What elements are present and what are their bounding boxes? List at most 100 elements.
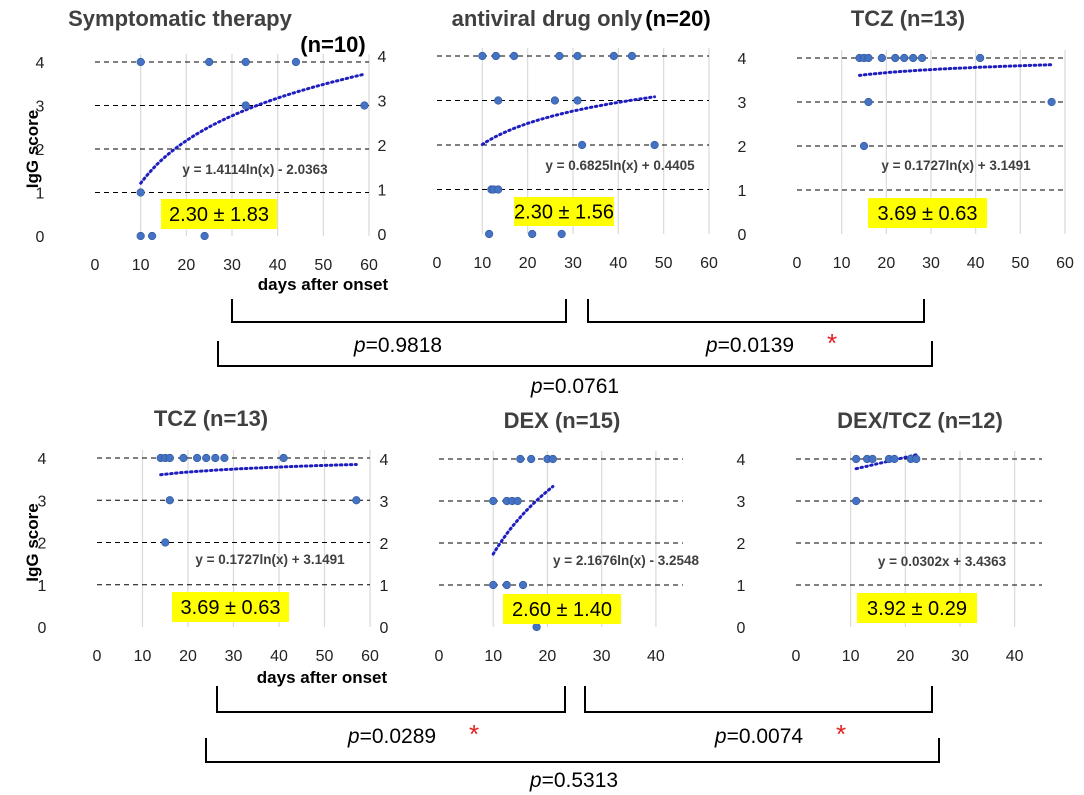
data-point	[489, 496, 498, 506]
x-tick-label: 60	[700, 255, 718, 272]
panel-5: 0 10 20 30 40 0 1 2 3 4 DEX (n=15) y = 2.1676ln(x) …	[380, 408, 700, 665]
y-tick-label: 1	[378, 183, 387, 200]
y-tick-label: 2	[38, 536, 47, 553]
data-point	[976, 53, 985, 63]
data-point	[577, 140, 587, 150]
trend-equation: y = 1.4114ln(x) - 2.0363	[182, 162, 328, 177]
x-tick-label: 20	[877, 255, 895, 272]
data-point	[527, 454, 536, 464]
y-tick-label: 3	[380, 494, 389, 511]
x-tick-label: 10	[484, 648, 502, 665]
panel-title-n: (n=10)	[300, 32, 365, 57]
data-point	[548, 454, 557, 464]
mean-sd-highlight	[161, 199, 277, 229]
panel-2: 0 10 20 30 40 50 60 0 1 2 3 4 antiviral drug only (n=…	[378, 6, 718, 272]
x-tick-label: 40	[270, 648, 288, 665]
mean-sd-label: 2.60 ± 1.40	[512, 599, 612, 621]
x-tick-label: 20	[896, 648, 914, 665]
x-tick-label: 10	[842, 648, 860, 665]
data-point	[852, 496, 861, 506]
trend-line	[139, 72, 366, 185]
data-point	[859, 141, 869, 151]
p-symbol: p	[353, 334, 366, 357]
data-point	[550, 96, 559, 105]
data-point	[179, 453, 188, 463]
x-tick-label: 0	[433, 255, 442, 272]
data-point	[494, 185, 503, 194]
y-tick-label: 3	[738, 95, 747, 112]
data-point	[912, 454, 921, 464]
y-tick-label: 4	[38, 451, 47, 468]
panel-title: Symptomatic therapy	[68, 6, 292, 31]
data-point	[890, 454, 899, 464]
data-point	[909, 53, 918, 63]
p-value: =0.0139	[718, 334, 795, 357]
y-tick-label: 0	[36, 229, 45, 246]
x-tick-label: 20	[539, 648, 557, 665]
bracket	[216, 686, 566, 713]
mean-sd-highlight	[857, 593, 977, 623]
data-point	[291, 57, 301, 67]
x-tick-label: 0	[91, 257, 100, 274]
p-symbol: p	[347, 725, 360, 748]
panel-title: TCZ (n=13)	[154, 406, 268, 431]
p-value-label: p=0.0074	[714, 725, 804, 748]
mean-sd-label: 3.69 ± 0.63	[878, 203, 978, 225]
mean-sd-label: 3.92 ± 0.29	[867, 598, 967, 620]
data-point	[279, 453, 288, 463]
x-tick-label: 20	[519, 255, 537, 272]
bracket	[217, 341, 933, 367]
y-axis-label: IgG score	[23, 110, 42, 188]
data-point	[852, 454, 861, 464]
y-tick-label: 3	[378, 94, 387, 111]
data-point	[513, 496, 522, 506]
y-tick-label: 1	[737, 578, 746, 595]
y-tick-label: 4	[380, 452, 389, 469]
bracket	[587, 299, 925, 323]
p-symbol: p	[705, 334, 718, 357]
mean-sd-label: 2.30 ± 1.83	[169, 204, 269, 226]
bracket	[231, 299, 567, 323]
data-point	[917, 53, 927, 63]
p-value: =0.5313	[542, 769, 619, 792]
x-tick-label: 60	[360, 257, 378, 274]
y-tick-label: 0	[380, 620, 389, 637]
x-tick-label: 10	[833, 255, 851, 272]
y-tick-label: 0	[738, 227, 747, 244]
x-tick-label: 10	[473, 255, 491, 272]
x-tick-label: 0	[793, 255, 802, 272]
data-point	[161, 538, 170, 547]
trend-equation: y = 0.6825ln(x) + 0.4405	[545, 158, 695, 173]
trend-equation: y = 0.1727ln(x) + 3.1491	[881, 158, 1031, 173]
data-point	[494, 96, 503, 105]
y-tick-label: 2	[737, 536, 746, 553]
x-tick-label: 10	[132, 257, 150, 274]
x-tick-label: 20	[179, 648, 197, 665]
p-value-label: p=0.9818	[353, 334, 442, 357]
comparison-1: p=0.9818	[231, 299, 567, 357]
comparison-4: p=0.0289 *	[216, 686, 566, 749]
mean-sd-label: 3.69 ± 0.63	[181, 597, 281, 619]
data-point	[202, 453, 211, 463]
x-tick-label: 50	[1011, 255, 1029, 272]
data-point	[877, 53, 886, 63]
data-point	[573, 96, 582, 105]
p-value-label: p=0.0139	[705, 334, 794, 357]
mean-sd-highlight	[868, 198, 987, 228]
data-point	[478, 51, 487, 61]
y-tick-label: 1	[738, 183, 747, 200]
data-point	[518, 580, 528, 590]
data-point	[864, 53, 873, 63]
data-point	[516, 454, 525, 464]
y-tick-label: 2	[380, 536, 389, 553]
data-point	[165, 453, 174, 463]
x-tick-label: 30	[223, 257, 241, 274]
trend-equation: y = 0.1727ln(x) + 3.1491	[195, 552, 345, 567]
data-point	[868, 454, 877, 464]
x-tick-label: 50	[314, 257, 332, 274]
data-point	[360, 101, 369, 110]
data-point	[557, 229, 566, 239]
